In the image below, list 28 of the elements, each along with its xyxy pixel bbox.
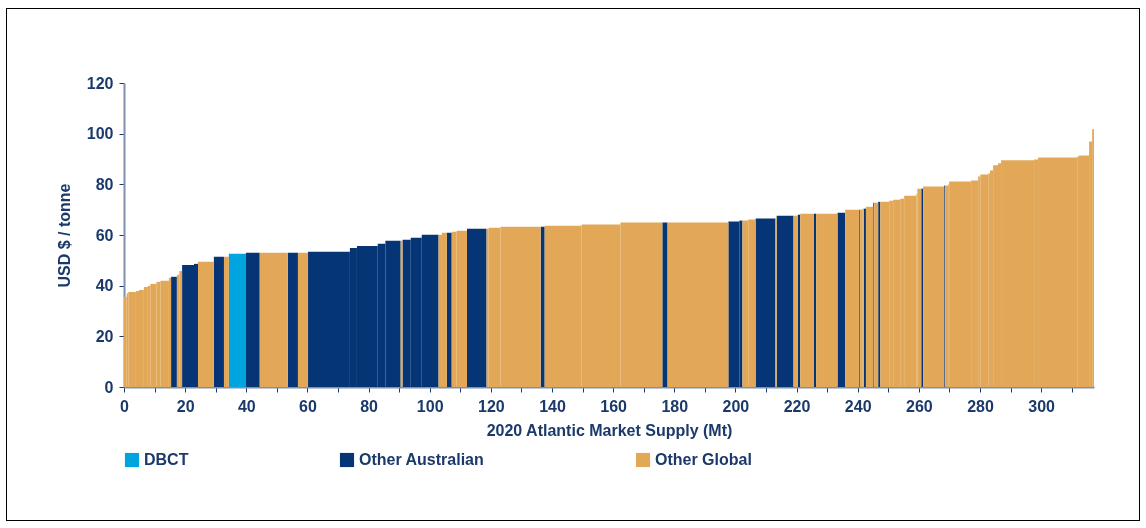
y-tick-label: 120 [86,74,114,92]
legend-label: Other Australian [359,451,484,468]
x-tick-label: 260 [905,397,933,415]
y-axis-title: USD $ / tonne [55,183,73,288]
x-tick-label: 20 [176,397,195,415]
x-tick-label: 200 [722,397,750,415]
x-tick-label: 80 [360,397,379,415]
x-tick-label: 100 [416,397,444,415]
y-tick-label: 20 [95,327,114,345]
x-tick-label: 280 [967,397,994,415]
x-tick-label: 60 [299,397,317,415]
x-tick-label: 0 [120,397,130,415]
legend-label: Other Global [655,451,752,468]
x-tick-label: 140 [539,397,566,415]
legend-label: DBCT [144,451,189,468]
y-tick-label: 80 [95,175,114,193]
x-tick-label: 240 [844,397,872,415]
y-tick-label: 0 [104,378,114,396]
x-tick-label: 40 [237,397,256,415]
x-tick-label: 300 [1028,397,1056,415]
x-tick-label: 160 [600,397,628,415]
y-tick-label: 40 [95,277,114,295]
x-tick-label: 120 [477,397,505,415]
x-tick-label: 180 [661,397,689,415]
x-tick-label: 220 [783,397,811,415]
y-tick-label: 100 [86,125,114,143]
x-axis-title: 2020 Atlantic Market Supply (Mt) [486,421,733,439]
y-tick-label: 60 [95,226,114,244]
